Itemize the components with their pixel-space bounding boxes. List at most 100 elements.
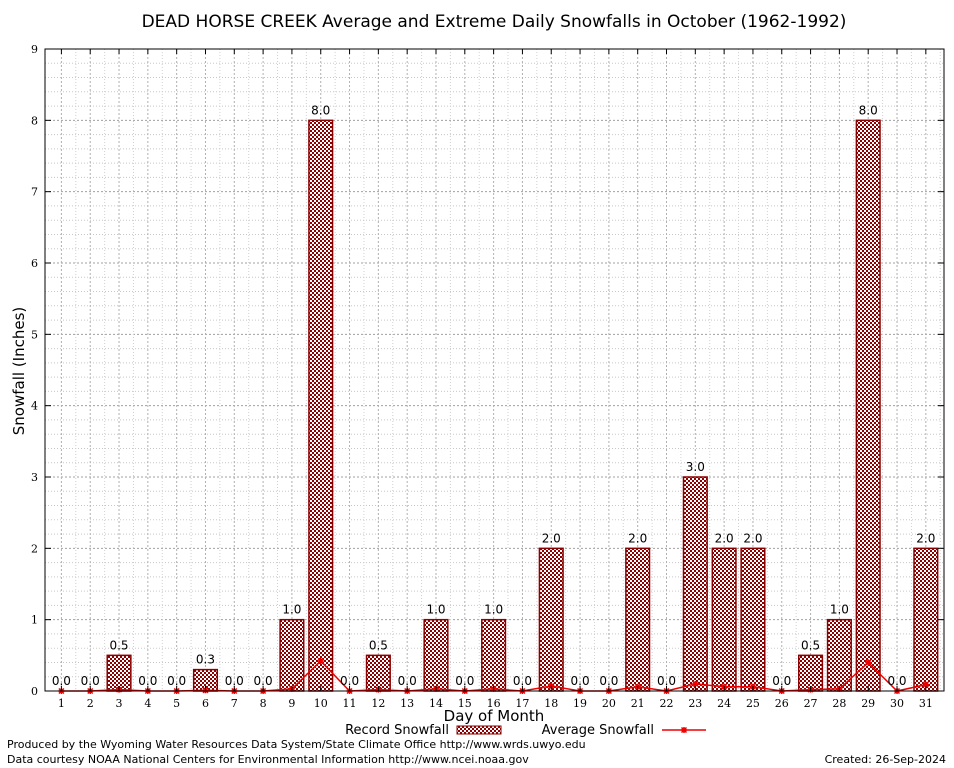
- bar-value-label: 0.5: [109, 638, 128, 652]
- y-tick-label: 4: [31, 400, 38, 413]
- bar-value-label: 0.0: [167, 674, 186, 688]
- x-tick-label: 7: [231, 697, 238, 710]
- x-tick-label: 29: [861, 697, 875, 710]
- x-tick-label: 3: [116, 697, 123, 710]
- bar-value-label: 0.5: [369, 638, 388, 652]
- legend-label-average: Average Snowfall: [542, 723, 654, 738]
- y-tick-label: 8: [31, 114, 38, 127]
- y-tick-label: 2: [31, 542, 38, 555]
- x-tick-label: 17: [515, 697, 529, 710]
- bar-value-label: 0.5: [801, 638, 820, 652]
- footer-data-courtesy: Data courtesy NOAA National Centers for …: [7, 753, 529, 766]
- x-tick-label: 31: [919, 697, 933, 710]
- y-tick-label: 5: [31, 328, 38, 341]
- data-labels: 0.0 0.0 0.5 0.0 0.0 0.3 0.0 0.0 1.0 8.0 0.0 0.5 0.0 1…: [52, 103, 936, 688]
- x-tick-label: 18: [544, 697, 558, 710]
- bar-value-label: 1.0: [484, 603, 503, 617]
- x-tick-label: 19: [573, 697, 587, 710]
- x-tick-label: 4: [144, 697, 151, 710]
- x-tick-label: 30: [890, 697, 904, 710]
- bar-day-12: [365, 654, 391, 692]
- bar-value-label: 0.0: [513, 674, 532, 688]
- bar-value-label: 8.0: [311, 103, 330, 117]
- bar-value-label: 0.0: [398, 674, 417, 688]
- x-tick-label: 12: [371, 697, 385, 710]
- bar-day-3: [106, 654, 132, 692]
- x-tick-label: 26: [775, 697, 789, 710]
- bar-value-label: 2.0: [916, 531, 935, 545]
- x-tick-label: 8: [260, 697, 267, 710]
- y-tick-label: 3: [31, 471, 38, 484]
- x-tick-label: 15: [458, 697, 472, 710]
- bar-value-label: 0.0: [657, 674, 676, 688]
- x-tick-label: 10: [314, 697, 328, 710]
- y-tick-label: 1: [31, 614, 38, 627]
- x-tick-label: 5: [173, 697, 180, 710]
- bar-value-label: 0.0: [571, 674, 590, 688]
- bar-day-23: [682, 476, 708, 692]
- average-point-day-23: [692, 680, 699, 687]
- footer-produced-by: Produced by the Wyoming Water Resources …: [7, 738, 586, 751]
- bar-day-24: [711, 547, 737, 692]
- bar-day-16: [481, 618, 507, 692]
- bar-value-label: 0.3: [196, 653, 215, 667]
- bar-day-31: [913, 547, 939, 692]
- y-axis-label: Snowfall (Inches): [10, 307, 28, 435]
- grid: [45, 49, 944, 691]
- bar-value-label: 0.0: [599, 674, 618, 688]
- bar-value-label: 2.0: [542, 531, 561, 545]
- bar-value-label: 2.0: [715, 531, 734, 545]
- bar-value-label: 1.0: [282, 603, 301, 617]
- average-point-day-10: [317, 658, 324, 665]
- bar-value-label: 8.0: [859, 103, 878, 117]
- bar-value-label: 0.0: [254, 674, 273, 688]
- bar-day-18: [538, 547, 564, 692]
- bar-day-25: [740, 547, 766, 692]
- x-tick-label: 20: [602, 697, 616, 710]
- bar-value-label: 0.0: [887, 674, 906, 688]
- x-tick-label: 24: [717, 697, 731, 710]
- footer-created-date: Created: 26-Sep-2024: [824, 753, 946, 766]
- legend: Record Snowfall Average Snowfall: [345, 723, 706, 738]
- bar-day-14: [423, 618, 449, 692]
- bar-day-10: [308, 119, 334, 692]
- plot-area: [45, 49, 944, 691]
- legend-marker-average: [680, 726, 688, 734]
- x-tick-label: 11: [343, 697, 357, 710]
- bar-value-label: 1.0: [426, 603, 445, 617]
- x-tick-label: 25: [746, 697, 760, 710]
- bar-value-label: 0.0: [340, 674, 359, 688]
- bar-value-label: 0.0: [52, 674, 71, 688]
- bar-value-label: 0.0: [772, 674, 791, 688]
- x-tick-label: 28: [832, 697, 846, 710]
- x-tick-label: 2: [87, 697, 94, 710]
- average-point-day-29: [865, 659, 872, 666]
- y-tick-label: 7: [31, 186, 38, 199]
- bar-value-label: 0.0: [138, 674, 157, 688]
- x-tick-label: 21: [631, 697, 645, 710]
- x-tick-label: 22: [660, 697, 674, 710]
- average-point-day-31: [922, 681, 929, 688]
- y-tick-label: 9: [31, 43, 38, 56]
- bar-value-label: 3.0: [686, 460, 705, 474]
- bar-value-label: 2.0: [743, 531, 762, 545]
- bar-value-label: 0.0: [81, 674, 100, 688]
- bar-value-label: 0.0: [455, 674, 474, 688]
- bar-day-21: [625, 547, 651, 692]
- bar-day-27: [798, 654, 824, 692]
- plot-frame: [44, 48, 945, 692]
- bar-value-label: 0.0: [225, 674, 244, 688]
- y-tick-label: 0: [31, 685, 38, 698]
- x-tick-label: 16: [487, 697, 501, 710]
- x-tick-label: 27: [804, 697, 818, 710]
- y-tick-label: 6: [31, 257, 38, 270]
- x-tick-label: 6: [202, 697, 209, 710]
- legend-swatch-record: [456, 725, 502, 735]
- bar-value-label: 1.0: [830, 603, 849, 617]
- chart-title: DEAD HORSE CREEK Average and Extreme Dai…: [142, 12, 847, 32]
- x-tick-label: 13: [400, 697, 414, 710]
- x-axis-label: Day of Month: [444, 707, 545, 725]
- legend-label-record: Record Snowfall: [345, 723, 449, 738]
